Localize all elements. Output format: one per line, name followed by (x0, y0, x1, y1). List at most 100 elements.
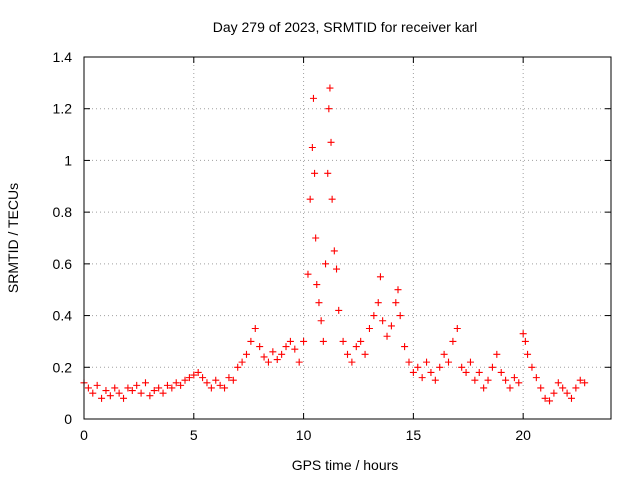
data-point (306, 195, 314, 203)
data-point (361, 350, 369, 358)
data-point (541, 394, 549, 402)
data-point (150, 387, 158, 395)
data-point (311, 169, 319, 177)
data-point (111, 384, 119, 392)
data-point (199, 374, 207, 382)
data-point (312, 234, 320, 242)
data-point (159, 389, 167, 397)
y-tick-label: 0.6 (53, 256, 73, 272)
data-point (423, 358, 431, 366)
data-point (431, 376, 439, 384)
data-point (528, 363, 536, 371)
grid-lines (84, 57, 611, 419)
data-point (493, 350, 501, 358)
data-point (532, 374, 540, 382)
data-point (84, 384, 92, 392)
data-point (234, 363, 242, 371)
data-point (333, 265, 341, 273)
data-point (401, 343, 409, 351)
data-point (374, 299, 382, 307)
data-point (295, 358, 303, 366)
data-point (155, 384, 163, 392)
y-tick-label: 0.2 (53, 359, 73, 375)
data-point (190, 371, 198, 379)
data-point (563, 389, 571, 397)
data-point (172, 379, 180, 387)
data-point (207, 384, 215, 392)
data-point (409, 368, 417, 376)
data-point (324, 169, 332, 177)
data-point (163, 381, 171, 389)
y-tick-label: 1.2 (53, 101, 73, 117)
data-point (212, 376, 220, 384)
data-point (497, 368, 505, 376)
data-point (475, 368, 483, 376)
data-point (300, 337, 308, 345)
data-point (128, 387, 136, 395)
data-point (328, 195, 336, 203)
data-point (559, 384, 567, 392)
data-point (102, 387, 110, 395)
data-point (322, 260, 330, 268)
data-point (405, 358, 413, 366)
data-point (488, 363, 496, 371)
data-point (216, 381, 224, 389)
data-point (462, 368, 470, 376)
data-point (546, 397, 554, 405)
x-tick-label: 5 (190, 427, 198, 443)
data-point (137, 389, 145, 397)
data-point (357, 337, 365, 345)
data-point (370, 312, 378, 320)
data-point (510, 374, 518, 382)
data-point (440, 350, 448, 358)
y-tick-label: 0.4 (53, 308, 73, 324)
data-point (98, 394, 106, 402)
x-tick-label: 20 (515, 427, 531, 443)
data-point (141, 379, 149, 387)
data-point (396, 312, 404, 320)
data-point (238, 358, 246, 366)
data-point (93, 381, 101, 389)
data-point (203, 379, 211, 387)
data-point (515, 379, 523, 387)
data-point (185, 374, 193, 382)
data-point (445, 358, 453, 366)
data-point (124, 384, 132, 392)
data-point (502, 376, 510, 384)
x-tick-label: 0 (80, 427, 88, 443)
data-point (379, 317, 387, 325)
data-point (221, 384, 229, 392)
data-point (330, 247, 338, 255)
data-point (387, 322, 395, 330)
y-tick-label: 1 (64, 152, 72, 168)
data-point (278, 350, 286, 358)
data-point (458, 363, 466, 371)
data-point (168, 384, 176, 392)
data-point (256, 343, 264, 351)
data-point (352, 343, 360, 351)
data-point (194, 368, 202, 376)
data-point (572, 384, 580, 392)
data-point (466, 358, 474, 366)
data-point (286, 337, 294, 345)
data-point (242, 350, 250, 358)
data-point (308, 144, 316, 151)
data-point (484, 376, 492, 384)
data-point (133, 381, 141, 389)
plot-frame (83, 56, 612, 420)
data-point (418, 374, 426, 382)
data-point (414, 363, 422, 371)
data-point (471, 376, 479, 384)
data-point (177, 381, 185, 389)
data-point (339, 337, 347, 345)
data-point (269, 348, 277, 356)
data-point (344, 350, 351, 358)
chart-title: Day 279 of 2023, SRMTID for receiver kar… (213, 19, 478, 35)
data-point (554, 379, 562, 387)
data-point (392, 299, 400, 307)
data-point (120, 394, 128, 402)
data-point (146, 392, 154, 400)
